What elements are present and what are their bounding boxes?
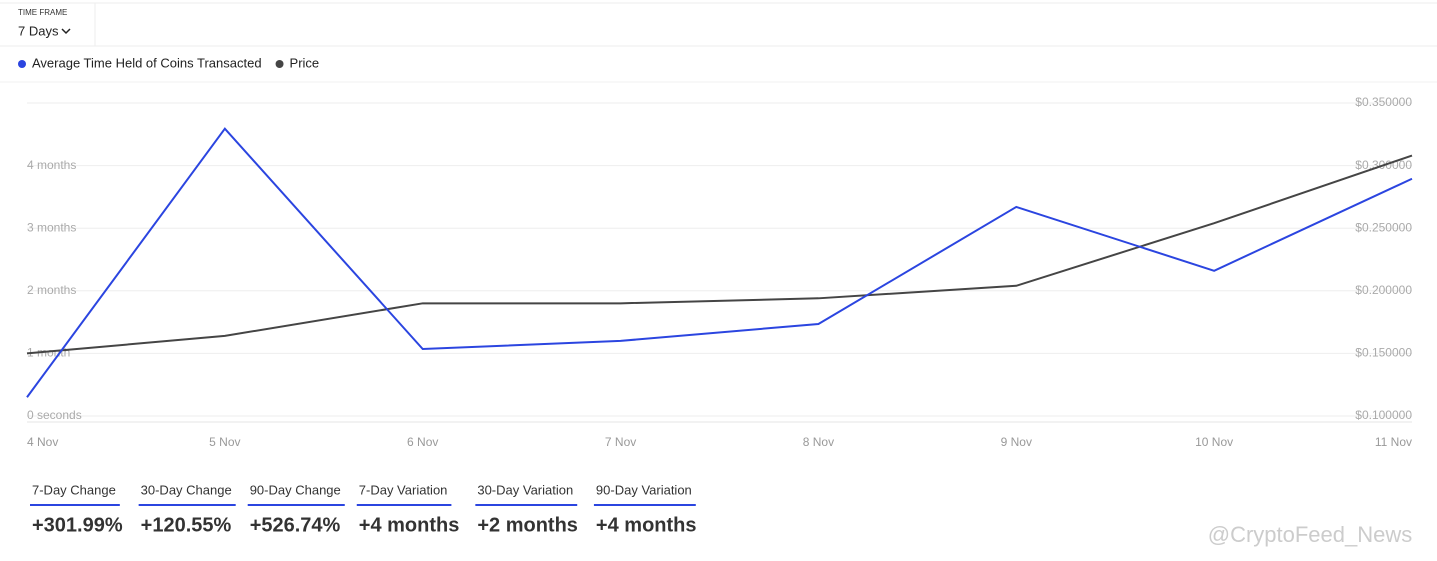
y2-tick-label: $0.150000	[1355, 346, 1412, 360]
y-tick-label: 4 months	[27, 158, 76, 172]
x-tick-label: 10 Nov	[1195, 435, 1233, 449]
y2-tick-label: $0.100000	[1355, 408, 1412, 422]
stat-label[interactable]: 30-Day Variation	[477, 482, 573, 497]
x-tick-label: 11 Nov	[1375, 435, 1412, 449]
stat-label[interactable]: 7-Day Change	[32, 482, 116, 497]
x-tick-label: 4 Nov	[27, 435, 58, 449]
stat-value: +2 months	[477, 514, 578, 536]
stat-value: +4 months	[596, 514, 697, 536]
stat-value: +120.55%	[141, 514, 232, 536]
y2-tick-label: $0.350000	[1355, 95, 1412, 109]
watermark: @CryptoFeed_News	[1208, 522, 1413, 547]
y2-tick-label: $0.200000	[1355, 283, 1412, 297]
y-tick-label: 3 months	[27, 220, 76, 234]
time-frame-value[interactable]: 7 Days	[18, 23, 59, 38]
y-tick-label: 2 months	[27, 283, 76, 297]
y-tick-label: 0 seconds	[27, 408, 82, 422]
legend-marker[interactable]	[275, 60, 284, 68]
dropdown-icon[interactable]	[61, 28, 71, 35]
line-series	[26, 154, 1413, 355]
x-tick-label: 5 Nov	[209, 435, 240, 449]
stat-label[interactable]: 30-Day Change	[141, 482, 232, 497]
x-tick-label: 7 Nov	[605, 435, 636, 449]
x-tick-label: 9 Nov	[1001, 435, 1032, 449]
line-series	[26, 127, 1413, 398]
time-frame-label: TIME FRAME	[18, 8, 67, 17]
legend-label[interactable]: Average Time Held of Coins Transacted	[32, 55, 262, 70]
legend-label[interactable]: Price	[290, 55, 320, 70]
stat-label[interactable]: 7-Day Variation	[359, 482, 448, 497]
stat-label[interactable]: 90-Day Change	[250, 482, 341, 497]
x-tick-label: 8 Nov	[803, 435, 834, 449]
stat-label[interactable]: 90-Day Variation	[596, 482, 692, 497]
stat-value: +526.74%	[250, 514, 341, 536]
y-tick-label: 1 month	[27, 346, 70, 360]
stat-value: +301.99%	[32, 514, 123, 536]
y2-tick-label: $0.250000	[1355, 220, 1412, 234]
x-tick-label: 6 Nov	[407, 435, 438, 449]
legend-marker[interactable]	[18, 60, 26, 68]
stat-value: +4 months	[359, 514, 460, 536]
